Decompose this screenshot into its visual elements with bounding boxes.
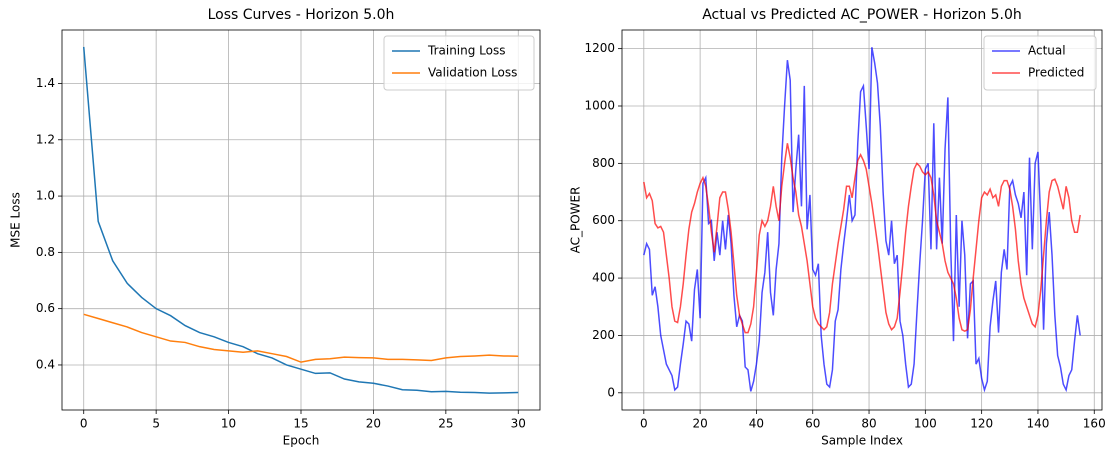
y-tick-label: 0.8 (36, 245, 55, 259)
x-tick-label: 20 (692, 417, 707, 431)
x-tick-label: 40 (749, 417, 764, 431)
y-tick-label: 1.4 (36, 76, 55, 90)
x-tick-label: 140 (1027, 417, 1050, 431)
y-tick-label: 1000 (584, 99, 615, 113)
y-tick-label: 0.6 (36, 301, 55, 315)
y-axis-label: MSE Loss (9, 192, 23, 248)
y-tick-label: 200 (592, 328, 615, 342)
x-tick-label: 25 (438, 417, 453, 431)
legend-label: Predicted (1028, 66, 1084, 80)
plot-frame (61, 29, 541, 411)
chart: 0 20 40 60 80 100 120 140 160 0 200 400 600 800 1000 12… (569, 7, 1106, 448)
x-tick-label: 10 (221, 417, 236, 431)
y-tick-label: 1200 (584, 41, 615, 55)
chart-title: Actual vs Predicted AC_POWER - Horizon 5… (702, 7, 1022, 23)
legend: Actual Predicted (983, 35, 1097, 91)
y-axis-label: AC_POWER (569, 187, 583, 254)
y-tick-label: 600 (592, 213, 615, 227)
chart: 0 5 10 15 20 25 30 0.4 0.6 0.8 1.0 1.2 1.4 Loss Curve… (9, 7, 541, 448)
x-tick-label: 60 (805, 417, 820, 431)
y-tick-label: 0.4 (36, 357, 55, 371)
x-tick-label: 30 (511, 417, 526, 431)
y-tick-label: 0 (607, 385, 615, 399)
x-tick-label: 20 (366, 417, 381, 431)
data-line (643, 143, 1081, 334)
data-line (83, 313, 519, 363)
x-tick-label: 0 (640, 417, 648, 431)
x-tick-label: 5 (152, 417, 160, 431)
data-line (82, 46, 519, 394)
x-tick-label: 120 (970, 417, 993, 431)
legend-label: Training Loss (427, 44, 505, 58)
legend-label: Actual (1028, 44, 1066, 58)
x-tick-label: 0 (80, 417, 88, 431)
x-tick-label: 160 (1083, 417, 1106, 431)
legend-box (383, 35, 535, 91)
legend-box (983, 35, 1097, 91)
legend-label: Validation Loss (428, 66, 517, 80)
y-tick-label: 1.0 (36, 189, 55, 203)
x-tick-label: 15 (293, 417, 308, 431)
x-tick-label: 100 (914, 417, 937, 431)
y-tick-label: 800 (592, 156, 615, 170)
x-axis-label: Epoch (283, 434, 320, 448)
chart-title: Loss Curves - Horizon 5.0h (208, 7, 395, 23)
plot-frame (621, 29, 1103, 411)
x-tick-label: 80 (861, 417, 876, 431)
y-tick-label: 1.2 (36, 132, 55, 146)
legend: Training Loss Validation Loss (383, 35, 535, 91)
x-axis-label: Sample Index (821, 434, 903, 448)
y-tick-label: 400 (592, 271, 615, 285)
